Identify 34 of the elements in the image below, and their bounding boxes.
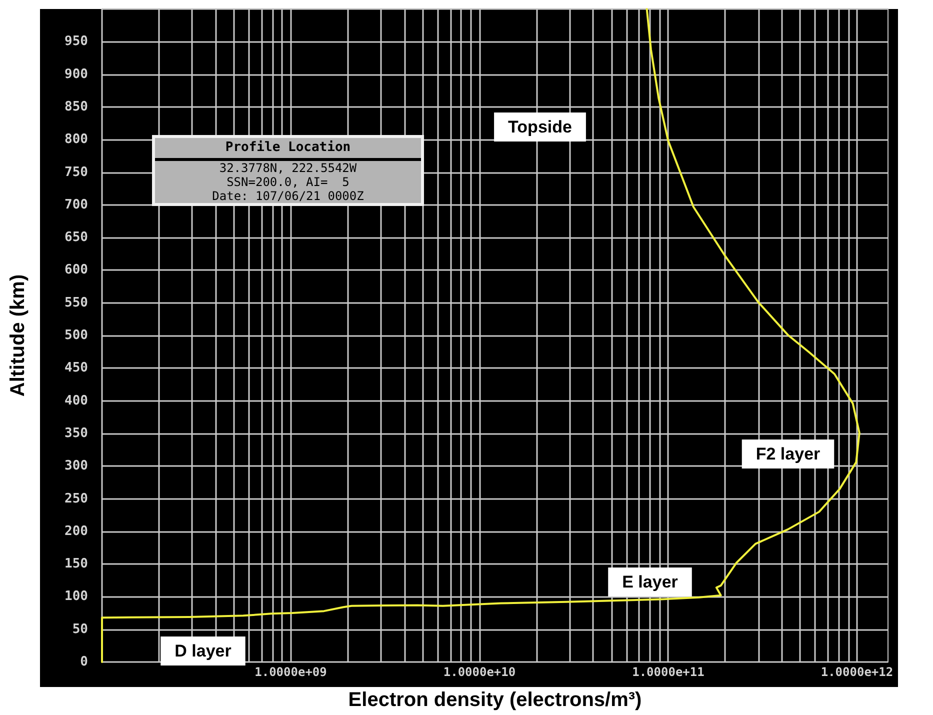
y-tick-label: 350 — [64, 426, 88, 441]
y-tick-label: 250 — [64, 491, 88, 506]
y-tick-label: 450 — [64, 360, 88, 376]
annotation: Profile Location — [155, 138, 421, 161]
x-tick-label: 1.0000e+09 — [254, 665, 327, 679]
y-tick-label: 900 — [64, 66, 88, 82]
x-tick-label: 1.0000e+12 — [820, 665, 894, 679]
y-tick-label: 850 — [64, 99, 88, 114]
x-axis-title: Electron density (electrons/m³) — [348, 689, 642, 711]
y-tick-label: 100 — [64, 589, 88, 604]
x-tick-label: 1.0000e+11 — [632, 665, 704, 679]
x-tick-label: 1.0000e+10 — [443, 665, 516, 679]
y-tick-label: 650 — [64, 230, 88, 246]
annotation: Topside — [508, 118, 572, 136]
annotation: F2 layer — [756, 444, 821, 464]
y-tick-label: 700 — [64, 197, 88, 212]
y-tick-label: 550 — [64, 295, 88, 310]
y-tick-label: 500 — [64, 328, 88, 343]
y-tick-label: 950 — [64, 34, 88, 50]
annotation: SSN=200.0, AI= 5 — [226, 175, 350, 189]
annotation: E layer — [622, 572, 678, 592]
y-tick-label: 0 — [80, 654, 88, 670]
y-tick-label: 200 — [64, 524, 88, 539]
y-tick-label: 750 — [64, 164, 88, 180]
annotation: Date: 107/06/21 0000Z — [211, 189, 365, 203]
annotation: 32.3778N, 222.5542W — [218, 161, 358, 175]
y-axis-title: Altitude (km) — [7, 274, 29, 397]
annotation: D layer — [174, 642, 232, 660]
y-tick-label: 600 — [64, 262, 88, 278]
y-tick-label: 150 — [64, 556, 88, 572]
y-tick-label: 50 — [72, 622, 88, 637]
y-tick-label: 300 — [64, 458, 88, 474]
y-tick-label: 400 — [64, 393, 88, 408]
y-tick-label: 800 — [64, 132, 88, 148]
